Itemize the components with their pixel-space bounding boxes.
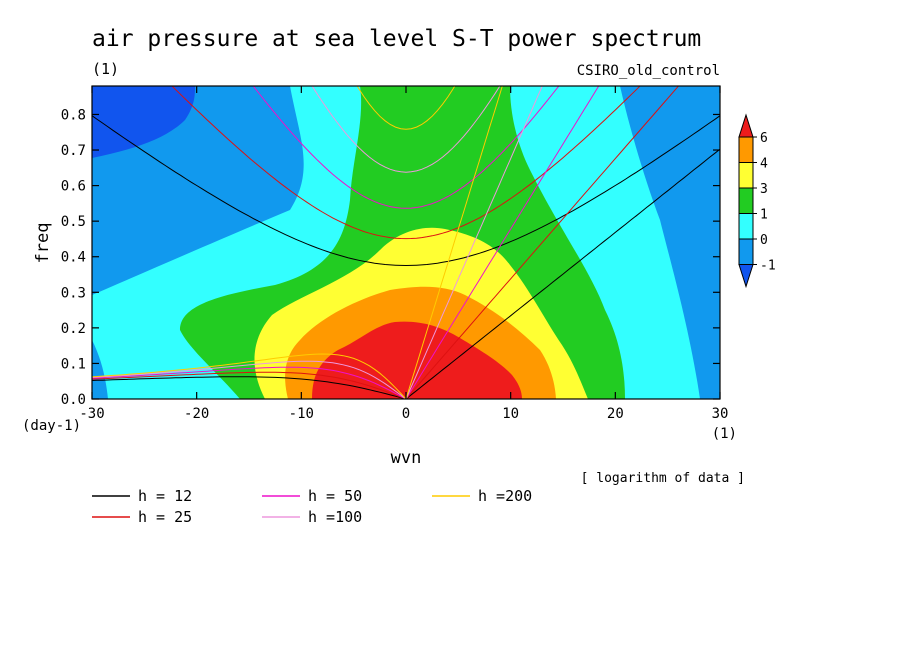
y-tick-label: 0.0 [61,392,86,408]
legend-label: h = 12 [138,487,192,505]
rossby-curve [92,366,407,399]
y-tick-label: 0.8 [61,107,86,123]
rossby-curve [92,376,407,399]
colorbar-label: 6 [760,131,768,146]
colorbar-arrow-top [738,113,754,138]
kelvin-curve [405,86,600,399]
colorbar-label: 3 [760,182,768,197]
x-tick-label: 20 [607,406,624,422]
contour-region [620,86,720,399]
legend-label: h =200 [478,487,532,505]
y-unit-label: (day-1) [22,418,81,434]
gravity-curve [311,86,501,173]
legend: h = 12 h = 25 h = 50 h =100 h =200 [92,487,532,526]
contour-region [92,86,195,158]
colorbar: 6 4 3 1 0 -1 [738,113,776,289]
y-tick-label: 0.5 [61,214,86,230]
contour-fill-layer [92,86,720,399]
log-note: [ logarithm of data ] [581,471,745,486]
chart-title-unit: (1) [92,60,119,78]
x-tick-label: -10 [289,406,314,422]
x-axis-label: wvn [391,448,422,468]
dispersion-curves [92,86,720,399]
colorbar-segment [738,213,754,240]
x-tick-label: -20 [184,406,209,422]
gravity-curve [171,86,641,240]
colorbar-arrow-bottom [738,264,754,289]
y-tick-label: 0.7 [61,143,86,159]
colorbar-label: -1 [760,259,776,274]
rossby-curve [92,353,407,399]
colorbar-segment [738,238,754,265]
legend-label: h = 25 [138,508,192,526]
y-tick-label: 0.1 [61,356,86,372]
gravity-curve [356,86,456,130]
colorbar-segment [738,162,754,189]
kelvin-curve [405,148,720,399]
x-unit-label: (1) [712,426,737,442]
y-tick-label: 0.3 [61,285,86,301]
x-tick-label: 10 [502,406,519,422]
chart-subtitle: CSIRO_old_control [577,63,720,79]
gravity-curve [92,115,720,267]
kelvin-curve [405,86,543,399]
colorbar-label: 0 [760,233,768,248]
contour-region [312,321,522,399]
y-tick-label: 0.6 [61,179,86,195]
kelvin-curve [405,86,503,399]
x-tick-label: -30 [79,406,104,422]
axes: -30 -20 -10 0 10 20 30 0.0 0.1 0.2 0.3 0.4 0.5 0.6 0.7… [61,86,729,422]
rossby-curve [92,360,407,399]
colorbar-label: 4 [760,157,768,172]
gravity-curve [252,86,560,209]
legend-label: h =100 [308,508,362,526]
colorbar-segment [738,187,754,214]
chart-title: air pressure at sea level S-T power spec… [92,26,701,52]
kelvin-curve [405,86,680,399]
y-tick-label: 0.2 [61,321,86,337]
y-axis-label: freq [33,223,53,264]
legend-label: h = 50 [308,487,362,505]
y-tick-label: 0.4 [61,250,86,266]
colorbar-segment [738,136,754,163]
rossby-curve [92,371,407,399]
contour-region [92,340,108,399]
x-tick-label: 0 [402,406,410,422]
x-tick-label: 30 [712,406,729,422]
colorbar-label: 1 [760,208,768,223]
